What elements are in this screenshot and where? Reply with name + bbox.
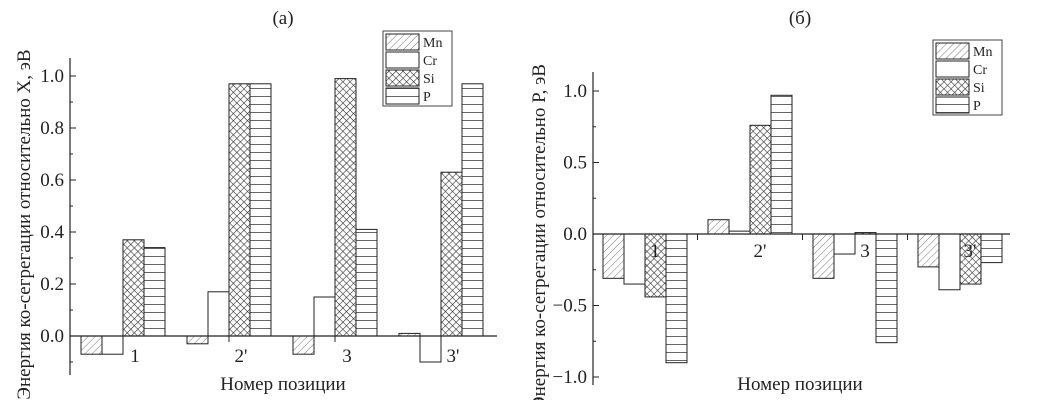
x-tick-label: 1 — [130, 346, 140, 367]
legend: Mn Cr Si P — [382, 30, 453, 107]
bar-si-1 — [228, 83, 251, 337]
bar-si-0 — [122, 239, 145, 337]
legend-swatch-si — [935, 78, 970, 96]
legend-label-si: Si — [973, 81, 985, 96]
x-tick-label: 2' — [235, 346, 248, 367]
y-tick-label: 0.4 — [40, 222, 64, 243]
legend-label-cr: Cr — [423, 54, 437, 69]
bar-p-3 — [461, 83, 484, 337]
y-tick-label: 0.8 — [40, 118, 64, 139]
bar-cr-1 — [207, 291, 230, 337]
bar-si-2 — [334, 78, 357, 337]
y-tick-label: 0.0 — [563, 224, 587, 245]
legend-swatch-cr — [935, 60, 970, 78]
legend-swatch-p — [935, 96, 970, 114]
y-axis-label: Энергия ко-сегрегации относительно P, эВ — [529, 64, 550, 400]
chart-title: (б) — [789, 8, 811, 29]
y-tick-label: −1.0 — [553, 367, 587, 388]
legend-swatch-p — [385, 87, 420, 105]
bar-mn-0 — [602, 233, 625, 279]
y-tick-label: 0.0 — [40, 326, 64, 347]
legend-label-cr: Cr — [973, 63, 987, 78]
legend-swatch-si — [385, 69, 420, 87]
bar-cr-3 — [938, 233, 961, 291]
bar-cr-2 — [313, 296, 336, 337]
bar-p-2 — [355, 228, 378, 337]
x-axis-label: Номер позиции — [737, 374, 862, 395]
bar-mn-1 — [186, 335, 209, 345]
bar-p-1 — [770, 94, 793, 235]
x-tick-label: 3' — [447, 346, 460, 367]
bar-cr-3 — [419, 335, 442, 363]
bar-si-3 — [440, 171, 463, 337]
panel-b: −1.0 −0.5 0.0 0.5 1.0 1 2' 3 3' (б) Номер позиции Э… — [529, 8, 1010, 400]
bar-si-1 — [749, 124, 772, 235]
bar-cr-2 — [833, 233, 856, 255]
legend-label-mn: Mn — [423, 36, 442, 51]
bar-mn-1 — [707, 219, 730, 235]
panel-a: 0.0 0.2 0.4 0.6 0.8 1.0 1 2' 3 3' (a) Номер позиции… — [14, 8, 497, 400]
legend-swatch-mn — [935, 42, 970, 60]
bar-p-0 — [143, 247, 166, 337]
x-tick-label: 3' — [964, 241, 977, 262]
bar-p-3 — [980, 233, 1003, 264]
y-tick-label: 1.0 — [40, 66, 64, 87]
x-tick-label: 3 — [860, 241, 870, 262]
bar-cr-0 — [623, 233, 646, 285]
legend-label-mn: Mn — [973, 45, 992, 60]
legend: Mn Cr Si P — [932, 39, 1003, 116]
bar-p-1 — [249, 83, 272, 337]
x-tick-label: 3 — [342, 346, 352, 367]
bar-p-2 — [875, 233, 898, 344]
bar-p-0 — [665, 233, 688, 364]
y-tick-label: −0.5 — [553, 296, 587, 317]
bar-mn-2 — [812, 233, 835, 279]
y-tick-label: 0.6 — [40, 170, 64, 191]
bar-mn-3 — [917, 233, 940, 268]
x-tick-label: 2' — [754, 241, 767, 262]
bar-mn-0 — [80, 335, 103, 355]
y-tick-label: 1.0 — [563, 81, 587, 102]
y-tick-label: 0.5 — [563, 153, 587, 174]
legend-label-si: Si — [423, 72, 435, 87]
x-axis-label: Номер позиции — [220, 374, 345, 395]
y-tick-label: 0.2 — [40, 274, 64, 295]
chart-title: (a) — [272, 8, 293, 29]
legend-swatch-cr — [385, 51, 420, 69]
legend-swatch-mn — [385, 33, 420, 51]
x-tick-label: 1 — [650, 241, 660, 262]
legend-label-p: P — [973, 99, 981, 114]
bar-cr-0 — [101, 335, 124, 355]
legend-label-p: P — [423, 90, 431, 105]
bar-mn-2 — [292, 335, 315, 355]
y-axis-label: Энергия ко-сегрегации относительно X, эВ — [14, 49, 35, 399]
